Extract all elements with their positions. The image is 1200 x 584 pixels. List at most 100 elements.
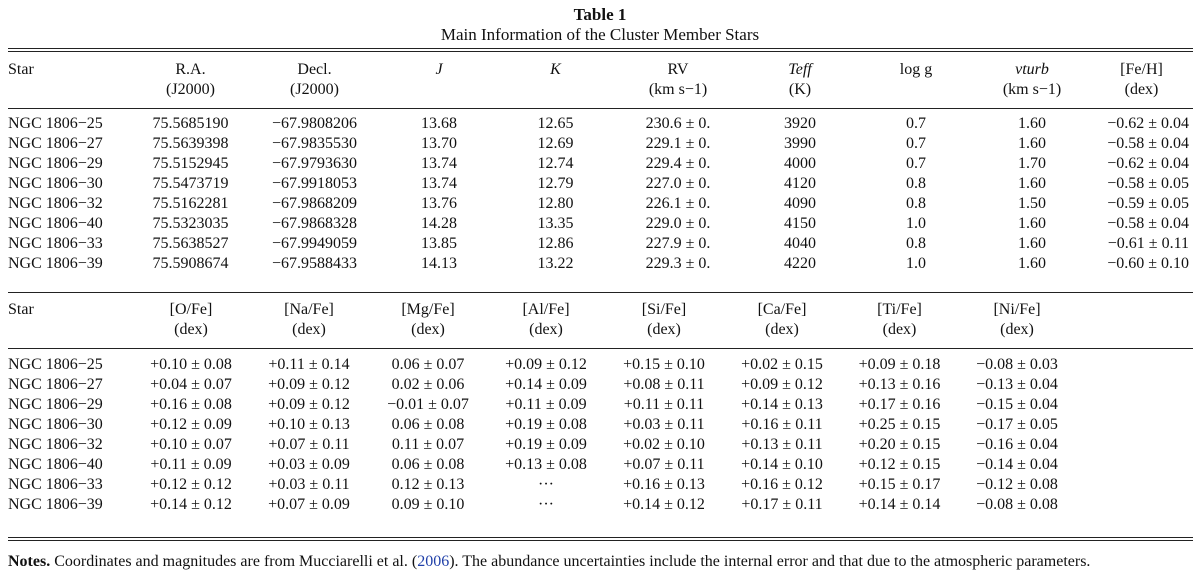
value-cell: +0.14 ± 0.12 [150, 496, 232, 513]
value-cell: 1.60 [1018, 255, 1046, 272]
value-cell: +0.07 ± 0.11 [623, 456, 705, 473]
value-cell: −0.12 ± 0.08 [976, 476, 1058, 493]
value-cell: 0.8 [906, 235, 926, 252]
value-cell: 75.5908674 [152, 255, 229, 272]
value-cell: 13.74 [421, 175, 457, 192]
t2-head-unit: (dex) [647, 321, 681, 338]
value-cell: 3990 [784, 135, 816, 152]
value-cell: −0.58 ± 0.04 [1107, 215, 1189, 232]
value-cell: 230.6 ± 0. [645, 115, 711, 132]
value-cell: −0.58 ± 0.05 [1107, 175, 1189, 192]
value-cell: 12.65 [537, 115, 574, 132]
table-row: NGC 1806−40 75.5323035 −67.9868328 14.28 13.… [8, 214, 1193, 234]
t1-head-decl-unit: (J2000) [290, 81, 339, 98]
value-cell: −0.17 ± 0.05 [976, 416, 1058, 433]
value-cell: +0.14 ± 0.13 [741, 396, 823, 413]
t1-head-rv-unit: (km s−1) [648, 81, 708, 98]
value-cell: 0.12 ± 0.13 [391, 476, 465, 493]
value-cell: 1.60 [1018, 115, 1046, 132]
value-cell: +0.04 ± 0.07 [150, 376, 232, 393]
value-cell: +0.13 ± 0.08 [505, 456, 587, 473]
value-cell: −0.62 ± 0.04 [1107, 115, 1189, 132]
value-cell: ··· [538, 476, 554, 493]
value-cell: −0.59 ± 0.05 [1107, 195, 1189, 212]
value-cell: −0.08 ± 0.03 [976, 356, 1058, 373]
value-cell: 0.02 ± 0.06 [391, 376, 465, 393]
star-name-cell: NGC 1806−39 [8, 496, 103, 513]
value-cell: +0.02 ± 0.10 [623, 436, 705, 453]
star-name-cell: NGC 1806−25 [8, 115, 103, 132]
value-cell: 13.68 [421, 115, 457, 132]
value-cell: 1.60 [1018, 215, 1046, 232]
table2-header: Star [O/Fe] [Na/Fe] [Mg/Fe] [Al/Fe] [Si/Fe] [C… [8, 300, 1076, 340]
table1-body: NGC 1806−25 75.5685190 −67.9808206 13.68 12.… [8, 114, 1193, 274]
value-cell: 0.06 ± 0.07 [391, 356, 465, 373]
star-name-cell: NGC 1806−25 [8, 356, 103, 373]
star-name-cell: NGC 1806−33 [8, 476, 103, 493]
value-cell: +0.03 ± 0.11 [623, 416, 705, 433]
t2-head-abundance: [Al/Fe] [522, 301, 570, 318]
t1-head-ra: R.A. [175, 61, 206, 78]
t1-head-rv: RV [667, 61, 689, 78]
value-cell: 75.5638527 [152, 235, 229, 252]
value-cell: +0.19 ± 0.09 [505, 436, 587, 453]
value-cell: 12.69 [537, 135, 574, 152]
value-cell: 13.35 [537, 215, 574, 232]
table-row: NGC 1806−30 75.5473719 −67.9918053 13.74 12.… [8, 174, 1193, 194]
value-cell: −67.9835530 [271, 135, 358, 152]
table1-header: Star R.A. Decl. J K RV Teff log g vturb … [8, 60, 1193, 100]
value-cell: +0.03 ± 0.09 [268, 456, 350, 473]
value-cell: +0.17 ± 0.16 [858, 396, 941, 413]
value-cell: 0.11 ± 0.07 [391, 436, 465, 453]
table-row: NGC 1806−32 75.5162281 −67.9868209 13.76 12.… [8, 194, 1193, 214]
value-cell: −67.9793630 [271, 155, 358, 172]
t1-head-k-unit [497, 80, 614, 100]
star-name-cell: NGC 1806−40 [8, 215, 103, 232]
value-cell: 0.09 ± 0.10 [391, 496, 465, 513]
value-cell: +0.11 ± 0.09 [150, 456, 232, 473]
star-name-cell: NGC 1806−39 [8, 255, 103, 272]
value-cell: 229.0 ± 0. [645, 215, 711, 232]
star-name-cell: NGC 1806−32 [8, 436, 103, 453]
value-cell: 1.50 [1018, 195, 1046, 212]
value-cell: 229.1 ± 0. [645, 135, 711, 152]
table-row: NGC 1806−33 75.5638527 −67.9949059 13.85 12.… [8, 234, 1193, 254]
value-cell: +0.12 ± 0.12 [150, 476, 232, 493]
table-row: NGC 1806−30 +0.12 ± 0.09 +0.10 ± 0.13 0.06 … [8, 415, 1076, 435]
star-name-cell: NGC 1806−30 [8, 416, 103, 433]
value-cell: 4000 [784, 155, 816, 172]
value-cell: −0.08 ± 0.08 [976, 496, 1058, 513]
value-cell: +0.10 ± 0.07 [150, 436, 232, 453]
citation-link[interactable]: 2006 [417, 553, 450, 570]
t1-head-logg: log g [899, 61, 933, 78]
t2-head-unit: (dex) [411, 321, 445, 338]
value-cell: +0.15 ± 0.17 [858, 476, 941, 493]
t2-head-abundance: [Na/Fe] [284, 301, 334, 318]
value-cell: −0.16 ± 0.04 [976, 436, 1058, 453]
value-cell: 4120 [784, 175, 816, 192]
table-row: NGC 1806−29 +0.16 ± 0.08 +0.09 ± 0.12 −0.01… [8, 395, 1076, 415]
value-cell: +0.03 ± 0.11 [268, 476, 350, 493]
t1-head-k: K [550, 61, 561, 78]
value-cell: +0.09 ± 0.12 [268, 376, 350, 393]
value-cell: 0.7 [906, 155, 926, 172]
value-cell: 0.7 [906, 135, 926, 152]
table-row: NGC 1806−40 +0.11 ± 0.09 +0.03 ± 0.09 0.06 … [8, 455, 1076, 475]
top-rule [8, 48, 1193, 49]
table-row: NGC 1806−39 +0.14 ± 0.12 +0.07 ± 0.09 0.09 … [8, 495, 1076, 515]
value-cell: 14.13 [421, 255, 457, 272]
star-name-cell: NGC 1806−40 [8, 456, 103, 473]
value-cell: 75.5152945 [152, 155, 229, 172]
value-cell: +0.07 ± 0.11 [268, 436, 350, 453]
table-row: NGC 1806−27 +0.04 ± 0.07 +0.09 ± 0.12 0.02 … [8, 375, 1076, 395]
t1-head-logg-unit [858, 80, 974, 100]
value-cell: +0.16 ± 0.13 [623, 476, 705, 493]
t1-head-star-unit [8, 80, 133, 100]
table-row: NGC 1806−39 75.5908674 −67.9588433 14.13 13.… [8, 254, 1193, 274]
section-rule [8, 292, 1193, 293]
value-cell: 1.60 [1018, 135, 1046, 152]
bottom-rule-double [8, 540, 1193, 541]
value-cell: 14.28 [421, 215, 457, 232]
value-cell: −0.60 ± 0.10 [1107, 255, 1189, 272]
value-cell: 4090 [784, 195, 816, 212]
